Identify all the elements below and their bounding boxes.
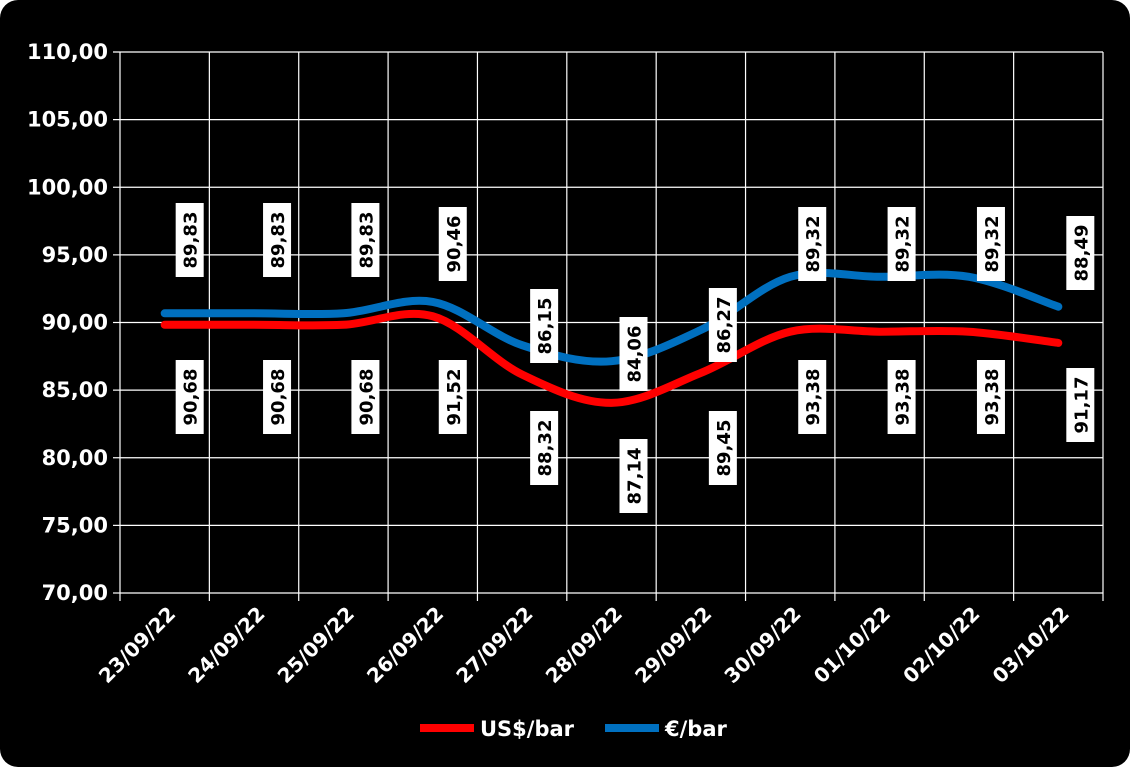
x-tick-label: 01/10/22 (809, 602, 895, 688)
y-tick-label: 75,00 (42, 513, 108, 537)
data-label-eur: 90,68 (263, 360, 292, 434)
data-label-usd: 86,27 (708, 288, 737, 362)
data-label-eur: 91,17 (1066, 368, 1095, 442)
data-label-eur: 87,14 (619, 439, 648, 513)
data-label-box (263, 203, 292, 277)
data-label-eur: 91,52 (438, 360, 467, 434)
y-tick-label: 110,00 (27, 40, 108, 64)
data-label-text: 90,46 (444, 216, 465, 273)
data-label-text: 87,14 (625, 448, 646, 505)
x-tick-label: 28/09/22 (541, 602, 627, 688)
data-label-text: 89,32 (893, 216, 914, 273)
x-tick-label: 26/09/22 (362, 602, 448, 688)
x-tick-label: 02/10/22 (898, 602, 984, 688)
data-label-box (798, 207, 827, 281)
y-tick-label: 90,00 (42, 311, 108, 335)
x-tick-label: 30/09/22 (719, 602, 805, 688)
data-label-eur: 93,38 (887, 360, 916, 434)
y-tick-label: 100,00 (27, 175, 108, 199)
x-tick-label: 24/09/22 (183, 602, 269, 688)
data-label-box (619, 317, 648, 391)
data-label-text: 93,38 (982, 369, 1003, 426)
y-tick-label: 85,00 (42, 378, 108, 402)
data-label-eur: 93,38 (976, 360, 1005, 434)
data-label-text: 89,32 (803, 216, 824, 273)
y-tick-label: 80,00 (42, 446, 108, 470)
data-label-text: 93,38 (803, 369, 824, 426)
data-label-box (798, 360, 827, 434)
data-label-text: 88,49 (1071, 225, 1092, 282)
data-label-text: 86,15 (535, 298, 556, 355)
data-label-box (351, 203, 380, 277)
data-label-text: 93,38 (893, 369, 914, 426)
data-label-text: 91,17 (1071, 377, 1092, 434)
data-label-text: 84,06 (625, 326, 646, 383)
series-line-usd (160, 309, 1063, 407)
data-label-box (175, 203, 204, 277)
data-label-eur: 88,32 (530, 411, 559, 485)
data-label-box (708, 411, 737, 485)
x-tick-label: 29/09/22 (630, 602, 716, 688)
data-label-box (887, 207, 916, 281)
data-label-eur: 89,45 (708, 411, 737, 485)
legend-label-usd: US$/bar (480, 717, 575, 741)
data-label-text: 88,32 (535, 420, 556, 477)
data-label-usd: 84,06 (619, 317, 648, 391)
data-label-box (976, 207, 1005, 281)
data-label-box (1066, 368, 1095, 442)
data-label-box (708, 288, 737, 362)
legend: US$/bar €/bar (420, 717, 727, 741)
data-label-eur: 93,38 (798, 360, 827, 434)
y-axis: 70,00 75,00 80,00 85,00 90,00 95,00 100,00 105,… (27, 40, 120, 605)
data-label-box (438, 207, 467, 281)
data-label-box (351, 360, 380, 434)
data-label-box (438, 360, 467, 434)
data-label-usd: 86,15 (530, 289, 559, 363)
x-tick-label: 25/09/22 (273, 602, 359, 688)
data-label-box (263, 360, 292, 434)
data-label-usd: 89,83 (351, 203, 380, 277)
data-label-usd: 89,32 (798, 207, 827, 281)
data-label-box (530, 411, 559, 485)
y-tick-label: 70,00 (42, 581, 108, 605)
data-label-text: 90,68 (268, 369, 289, 426)
y-tick-label: 105,00 (27, 108, 108, 132)
data-label-usd: 88,49 (1066, 216, 1095, 290)
data-label-eur: 90,68 (175, 360, 204, 434)
data-label-box (619, 439, 648, 513)
data-label-usd: 89,32 (976, 207, 1005, 281)
data-label-text: 89,32 (982, 216, 1003, 273)
legend-label-eur: €/bar (664, 717, 727, 741)
data-label-box (976, 360, 1005, 434)
data-label-usd: 89,83 (175, 203, 204, 277)
data-label-box (1066, 216, 1095, 290)
y-tick-label: 95,00 (42, 243, 108, 267)
data-label-usd: 90,46 (438, 207, 467, 281)
data-label-box (530, 289, 559, 363)
data-label-box (175, 360, 204, 434)
data-label-box (887, 360, 916, 434)
data-label-text: 89,45 (714, 420, 735, 477)
data-label-eur: 90,68 (351, 360, 380, 434)
data-label-usd: 89,83 (263, 203, 292, 277)
data-label-text: 91,52 (444, 369, 465, 426)
data-label-text: 89,83 (181, 212, 202, 269)
data-label-text: 89,83 (268, 212, 289, 269)
data-label-text: 90,68 (356, 369, 377, 426)
x-axis: 23/09/22 24/09/22 25/09/22 26/09/22 27/09/22… (94, 593, 1104, 688)
x-tick-label: 03/10/22 (988, 602, 1074, 688)
x-tick-label: 23/09/22 (94, 602, 180, 688)
x-tick-label: 27/09/22 (451, 602, 537, 688)
data-label-text: 90,68 (181, 369, 202, 426)
data-labels: 89,83 89,83 89,83 90,46 86,15 84,06 86,27 89,32… (175, 203, 1095, 513)
data-label-usd: 89,32 (887, 207, 916, 281)
data-label-text: 86,27 (714, 297, 735, 354)
data-label-text: 89,83 (356, 212, 377, 269)
